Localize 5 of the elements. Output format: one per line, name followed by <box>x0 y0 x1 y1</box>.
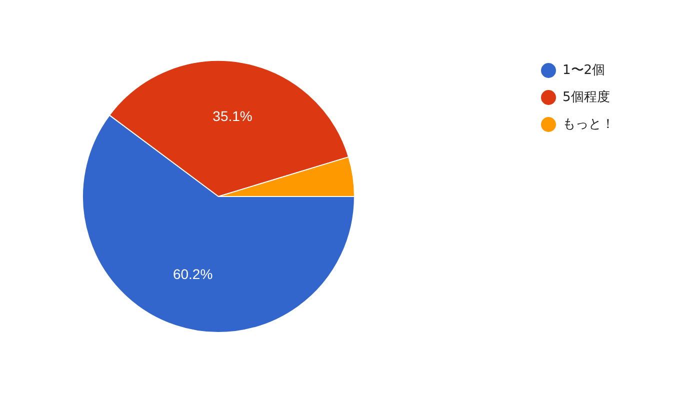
legend-label: 1〜2個 <box>562 63 606 78</box>
data-label: 35.1% <box>212 108 252 124</box>
legend-label: 5個程度 <box>562 89 610 105</box>
data-label: 60.2% <box>172 266 213 282</box>
legend-label: もっと！ <box>562 117 614 132</box>
